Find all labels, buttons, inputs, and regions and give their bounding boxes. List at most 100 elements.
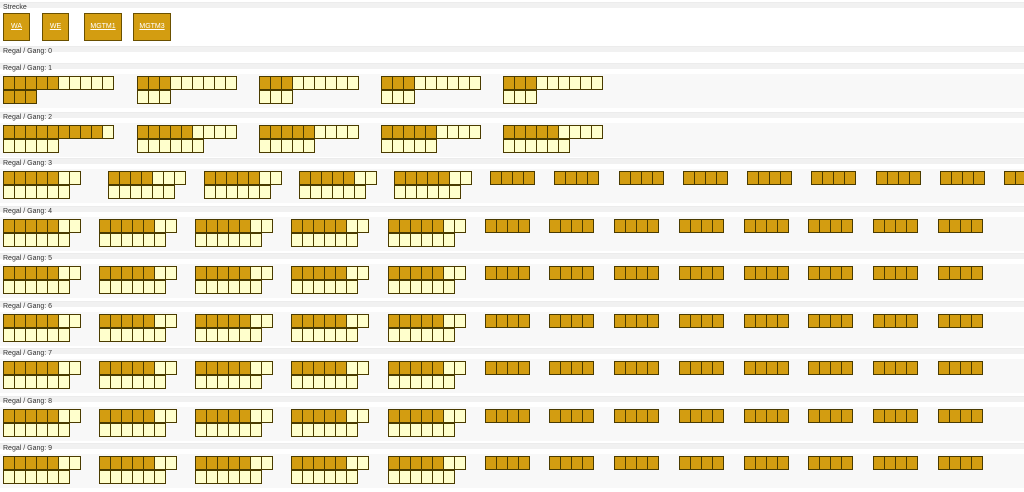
slot-free[interactable] xyxy=(163,185,175,199)
slot-occupied[interactable] xyxy=(647,409,659,423)
slot-occupied[interactable] xyxy=(518,219,530,233)
slot-free[interactable] xyxy=(357,266,369,280)
slot-occupied[interactable] xyxy=(582,266,594,280)
slot-free[interactable] xyxy=(69,266,81,280)
slot-occupied[interactable] xyxy=(582,456,594,470)
slot-occupied[interactable] xyxy=(647,219,659,233)
slot-free[interactable] xyxy=(250,233,262,247)
slot-occupied[interactable] xyxy=(971,219,983,233)
slot-occupied[interactable] xyxy=(844,171,856,185)
slot-occupied[interactable] xyxy=(841,219,853,233)
slot-free[interactable] xyxy=(443,280,455,294)
slot-free[interactable] xyxy=(454,266,466,280)
slot-free[interactable] xyxy=(346,423,358,437)
slot-occupied[interactable] xyxy=(716,171,728,185)
slot-occupied[interactable] xyxy=(518,266,530,280)
slot-free[interactable] xyxy=(346,375,358,389)
slot-occupied[interactable] xyxy=(906,361,918,375)
slot-free[interactable] xyxy=(354,185,366,199)
slot-free[interactable] xyxy=(261,361,273,375)
slot-free[interactable] xyxy=(425,139,437,153)
slot-occupied[interactable] xyxy=(906,314,918,328)
slot-occupied[interactable] xyxy=(780,171,792,185)
slot-occupied[interactable] xyxy=(712,219,724,233)
slot-free[interactable] xyxy=(58,470,70,484)
slot-occupied[interactable] xyxy=(841,456,853,470)
slot-free[interactable] xyxy=(58,375,70,389)
slot-occupied[interactable] xyxy=(647,314,659,328)
slot-occupied[interactable] xyxy=(777,361,789,375)
slot-occupied[interactable] xyxy=(652,171,664,185)
slot-free[interactable] xyxy=(154,470,166,484)
slot-occupied[interactable] xyxy=(712,361,724,375)
slot-free[interactable] xyxy=(261,219,273,233)
slot-free[interactable] xyxy=(250,280,262,294)
slot-free[interactable] xyxy=(347,76,359,90)
slot-free[interactable] xyxy=(47,139,59,153)
slot-occupied[interactable] xyxy=(712,409,724,423)
slot-occupied[interactable] xyxy=(582,409,594,423)
slot-free[interactable] xyxy=(225,76,237,90)
slot-occupied[interactable] xyxy=(841,409,853,423)
slot-occupied[interactable] xyxy=(971,314,983,328)
slot-free[interactable] xyxy=(281,90,293,104)
slot-free[interactable] xyxy=(154,423,166,437)
slot-occupied[interactable] xyxy=(1015,171,1024,185)
slot-occupied[interactable] xyxy=(582,219,594,233)
slot-free[interactable] xyxy=(357,361,369,375)
slot-occupied[interactable] xyxy=(518,314,530,328)
slot-free[interactable] xyxy=(259,185,271,199)
slot-occupied[interactable] xyxy=(909,171,921,185)
slot-occupied[interactable] xyxy=(712,314,724,328)
slot-occupied[interactable] xyxy=(971,266,983,280)
slot-free[interactable] xyxy=(347,125,359,139)
strecke-button-we[interactable]: WE xyxy=(42,13,69,41)
slot-free[interactable] xyxy=(454,219,466,233)
slot-free[interactable] xyxy=(58,233,70,247)
slot-free[interactable] xyxy=(346,280,358,294)
slot-free[interactable] xyxy=(165,266,177,280)
slot-free[interactable] xyxy=(69,171,81,185)
slot-free[interactable] xyxy=(250,328,262,342)
slot-free[interactable] xyxy=(357,219,369,233)
slot-free[interactable] xyxy=(591,76,603,90)
slot-occupied[interactable] xyxy=(712,266,724,280)
slot-free[interactable] xyxy=(250,470,262,484)
slot-occupied[interactable] xyxy=(777,456,789,470)
slot-occupied[interactable] xyxy=(647,266,659,280)
slot-free[interactable] xyxy=(443,328,455,342)
slot-occupied[interactable] xyxy=(906,219,918,233)
slot-free[interactable] xyxy=(165,361,177,375)
slot-occupied[interactable] xyxy=(647,456,659,470)
slot-free[interactable] xyxy=(460,171,472,185)
slot-free[interactable] xyxy=(102,76,114,90)
slot-occupied[interactable] xyxy=(712,456,724,470)
slot-free[interactable] xyxy=(165,456,177,470)
slot-free[interactable] xyxy=(58,423,70,437)
slot-free[interactable] xyxy=(69,314,81,328)
slot-free[interactable] xyxy=(58,328,70,342)
slot-free[interactable] xyxy=(303,139,315,153)
slot-free[interactable] xyxy=(165,314,177,328)
slot-free[interactable] xyxy=(454,456,466,470)
strecke-button-mgtm1[interactable]: MGTM1 xyxy=(84,13,122,41)
slot-free[interactable] xyxy=(469,125,481,139)
slot-occupied[interactable] xyxy=(518,456,530,470)
slot-free[interactable] xyxy=(69,361,81,375)
strecke-button-wa[interactable]: WA xyxy=(3,13,30,41)
slot-free[interactable] xyxy=(250,375,262,389)
slot-free[interactable] xyxy=(250,423,262,437)
slot-occupied[interactable] xyxy=(518,409,530,423)
slot-free[interactable] xyxy=(261,314,273,328)
slot-occupied[interactable] xyxy=(841,361,853,375)
slot-free[interactable] xyxy=(154,280,166,294)
slot-free[interactable] xyxy=(454,314,466,328)
slot-occupied[interactable] xyxy=(25,90,37,104)
slot-occupied[interactable] xyxy=(518,361,530,375)
slot-free[interactable] xyxy=(403,90,415,104)
slot-occupied[interactable] xyxy=(906,456,918,470)
slot-free[interactable] xyxy=(357,314,369,328)
slot-free[interactable] xyxy=(261,409,273,423)
slot-free[interactable] xyxy=(58,280,70,294)
slot-free[interactable] xyxy=(469,76,481,90)
